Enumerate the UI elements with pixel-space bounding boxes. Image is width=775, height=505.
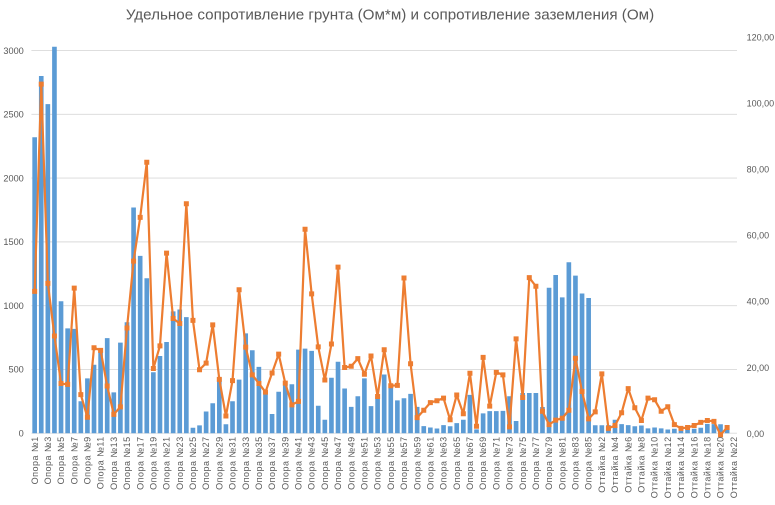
svg-text:Опора №41: Опора №41: [294, 436, 304, 490]
svg-text:Опора №17: Опора №17: [135, 436, 145, 490]
svg-text:Опора №43: Опора №43: [307, 436, 317, 490]
svg-text:Удельное сопротивление грунта: Удельное сопротивление грунта (Ом*м) и с…: [126, 7, 654, 24]
svg-text:1000: 1000: [3, 301, 23, 311]
svg-text:Опора №31: Опора №31: [228, 436, 238, 490]
svg-text:1500: 1500: [3, 237, 23, 247]
svg-text:100,00: 100,00: [747, 99, 775, 109]
svg-text:Оттайка №6: Оттайка №6: [623, 436, 633, 492]
svg-text:Опора №7: Опора №7: [69, 436, 79, 484]
svg-text:Оттайка №16: Оттайка №16: [689, 436, 699, 498]
svg-text:2000: 2000: [3, 173, 23, 183]
svg-text:Опора №25: Опора №25: [188, 436, 198, 490]
svg-text:Опора №27: Опора №27: [201, 436, 211, 490]
svg-text:Опора №67: Опора №67: [465, 436, 475, 490]
svg-text:Опора №51: Опора №51: [360, 436, 370, 490]
svg-text:Опора №85: Опора №85: [584, 436, 594, 490]
svg-text:Опора №45: Опора №45: [320, 436, 330, 490]
svg-text:Опора №57: Опора №57: [399, 436, 409, 490]
svg-text:Опора №15: Опора №15: [122, 436, 132, 490]
svg-text:Опора №61: Опора №61: [425, 436, 435, 490]
svg-text:Опора №63: Опора №63: [439, 436, 449, 490]
svg-text:Опора №11: Опора №11: [96, 436, 106, 489]
svg-text:Оттайка №2: Оттайка №2: [597, 436, 607, 492]
svg-text:60,00: 60,00: [747, 231, 770, 241]
svg-text:0: 0: [19, 429, 24, 439]
svg-text:Опора №3: Опора №3: [43, 436, 53, 484]
svg-text:Оттайка №8: Оттайка №8: [637, 436, 647, 492]
svg-text:Опора №9: Опора №9: [83, 436, 93, 484]
svg-text:Опора №49: Опора №49: [346, 436, 356, 490]
svg-text:Опора №77: Опора №77: [531, 436, 541, 490]
svg-text:2500: 2500: [3, 110, 23, 120]
svg-text:Опора №35: Опора №35: [254, 436, 264, 490]
svg-text:Опора №83: Опора №83: [571, 436, 581, 490]
svg-text:Опора №59: Опора №59: [412, 436, 422, 490]
svg-text:40,00: 40,00: [747, 297, 770, 307]
svg-text:500: 500: [8, 365, 23, 375]
svg-text:Опора №39: Опора №39: [280, 436, 290, 490]
svg-text:Оттайка №14: Оттайка №14: [676, 436, 686, 498]
svg-text:Оттайка №18: Оттайка №18: [702, 436, 712, 498]
svg-text:Опора №5: Опора №5: [56, 436, 66, 484]
svg-text:Оттайка №4: Оттайка №4: [610, 436, 620, 492]
svg-text:Опора №71: Опора №71: [491, 436, 501, 490]
svg-text:0,00: 0,00: [747, 429, 765, 439]
svg-text:Опора №19: Опора №19: [148, 436, 158, 490]
svg-text:Оттайка №10: Оттайка №10: [650, 436, 660, 498]
svg-text:3000: 3000: [3, 46, 23, 56]
svg-text:Опора №13: Опора №13: [109, 436, 119, 490]
svg-text:Опора №21: Опора №21: [162, 436, 172, 490]
svg-text:Опора №23: Опора №23: [175, 436, 185, 490]
svg-text:80,00: 80,00: [747, 165, 770, 175]
svg-text:Оттайка №22: Оттайка №22: [729, 436, 739, 498]
svg-text:Опора №55: Опора №55: [386, 436, 396, 490]
svg-text:20,00: 20,00: [747, 363, 770, 373]
svg-text:Опора №47: Опора №47: [333, 436, 343, 490]
svg-text:Опора №81: Опора №81: [557, 436, 567, 490]
svg-text:Опора №73: Опора №73: [505, 436, 515, 490]
svg-text:Оттайка №12: Оттайка №12: [663, 436, 673, 498]
svg-text:Опора №75: Опора №75: [518, 436, 528, 490]
svg-text:120,00: 120,00: [747, 33, 775, 43]
svg-text:Опора №65: Опора №65: [452, 436, 462, 490]
svg-text:Опора №1: Опора №1: [30, 436, 40, 484]
svg-text:Опора №53: Опора №53: [373, 436, 383, 490]
svg-text:Оттайка №20: Оттайка №20: [716, 436, 726, 498]
svg-text:Опора №29: Опора №29: [214, 436, 224, 490]
svg-text:Опора №37: Опора №37: [267, 436, 277, 490]
svg-text:Опора №33: Опора №33: [241, 436, 251, 490]
svg-text:Опора №69: Опора №69: [478, 436, 488, 490]
svg-text:Опора №79: Опора №79: [544, 436, 554, 490]
